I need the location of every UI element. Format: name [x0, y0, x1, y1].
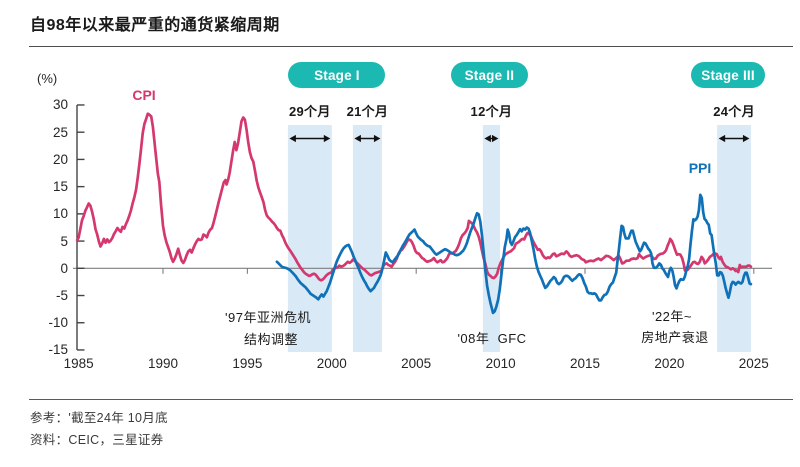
y-tick-label: 0 — [60, 260, 68, 276]
arrowhead-left-icon — [289, 134, 296, 143]
chart-annotation: 结构调整 — [243, 332, 298, 347]
y-tick-label: 5 — [60, 233, 68, 249]
deflation-band — [287, 125, 332, 352]
series-line-cpi — [75, 112, 753, 282]
x-tick-label: 2010 — [485, 356, 516, 371]
deflation-band — [352, 125, 382, 352]
stage-badge: Stage I — [288, 62, 386, 88]
y-tick-label: -5 — [55, 288, 68, 304]
deflation-band — [717, 125, 751, 352]
x-tick-label: 2020 — [654, 356, 685, 371]
footnote-reference: 参考：'截至24年 10月底 — [30, 411, 168, 425]
arrowhead-left-icon — [718, 134, 726, 143]
series-line-ppi — [275, 193, 753, 315]
duration-label: 29个月 — [289, 104, 331, 119]
chart-annotation: 房地产衰退 — [641, 330, 709, 345]
x-tick-label: 2005 — [401, 356, 432, 371]
arrowhead-right-icon — [742, 134, 750, 143]
x-tick-label: 1985 — [63, 356, 94, 371]
x-tick-label: 2015 — [569, 356, 601, 371]
arrowhead-right-icon — [323, 134, 331, 143]
arrowhead-right-icon — [373, 134, 381, 143]
y-tick-label: 20 — [52, 151, 68, 167]
chart-annotation: '08年 GFC — [457, 331, 527, 346]
chart-annotation: '22年~ — [651, 309, 693, 324]
header-divider — [29, 46, 793, 47]
chart-annotation: '97年亚洲危机 — [225, 310, 311, 325]
footer-divider — [29, 399, 793, 400]
x-tick-label: 1995 — [232, 356, 263, 371]
duration-label: 12个月 — [470, 104, 513, 119]
duration-label: 21个月 — [346, 104, 389, 119]
y-tick-label: 10 — [52, 206, 68, 222]
footnote-source: 资料：CEIC，三星证券 — [30, 433, 164, 447]
y-axis-unit-label: (%) — [37, 71, 58, 86]
y-tick-label: 25 — [52, 124, 68, 140]
y-tick-label: 15 — [52, 179, 68, 195]
series-label-ppi: PPI — [688, 160, 712, 176]
arrowhead-left-icon — [484, 134, 491, 143]
x-tick-label: 2000 — [316, 356, 347, 371]
arrowhead-right-icon — [491, 134, 499, 143]
stage-badge: Stage III — [691, 62, 766, 88]
series-label-cpi: CPI — [132, 87, 156, 103]
y-tick-label: 30 — [52, 97, 68, 113]
deflation-band — [482, 125, 500, 352]
y-tick-label: -15 — [48, 342, 68, 358]
x-tick-label: 2025 — [738, 356, 769, 371]
duration-label: 24个月 — [713, 104, 755, 119]
x-tick-label: 1990 — [147, 356, 179, 371]
chart-title: 自98年以来最严重的通货紧缩周期 — [30, 17, 280, 34]
y-tick-label: -10 — [48, 315, 68, 331]
arrowhead-left-icon — [354, 134, 361, 143]
stage-badge: Stage II — [450, 62, 528, 88]
